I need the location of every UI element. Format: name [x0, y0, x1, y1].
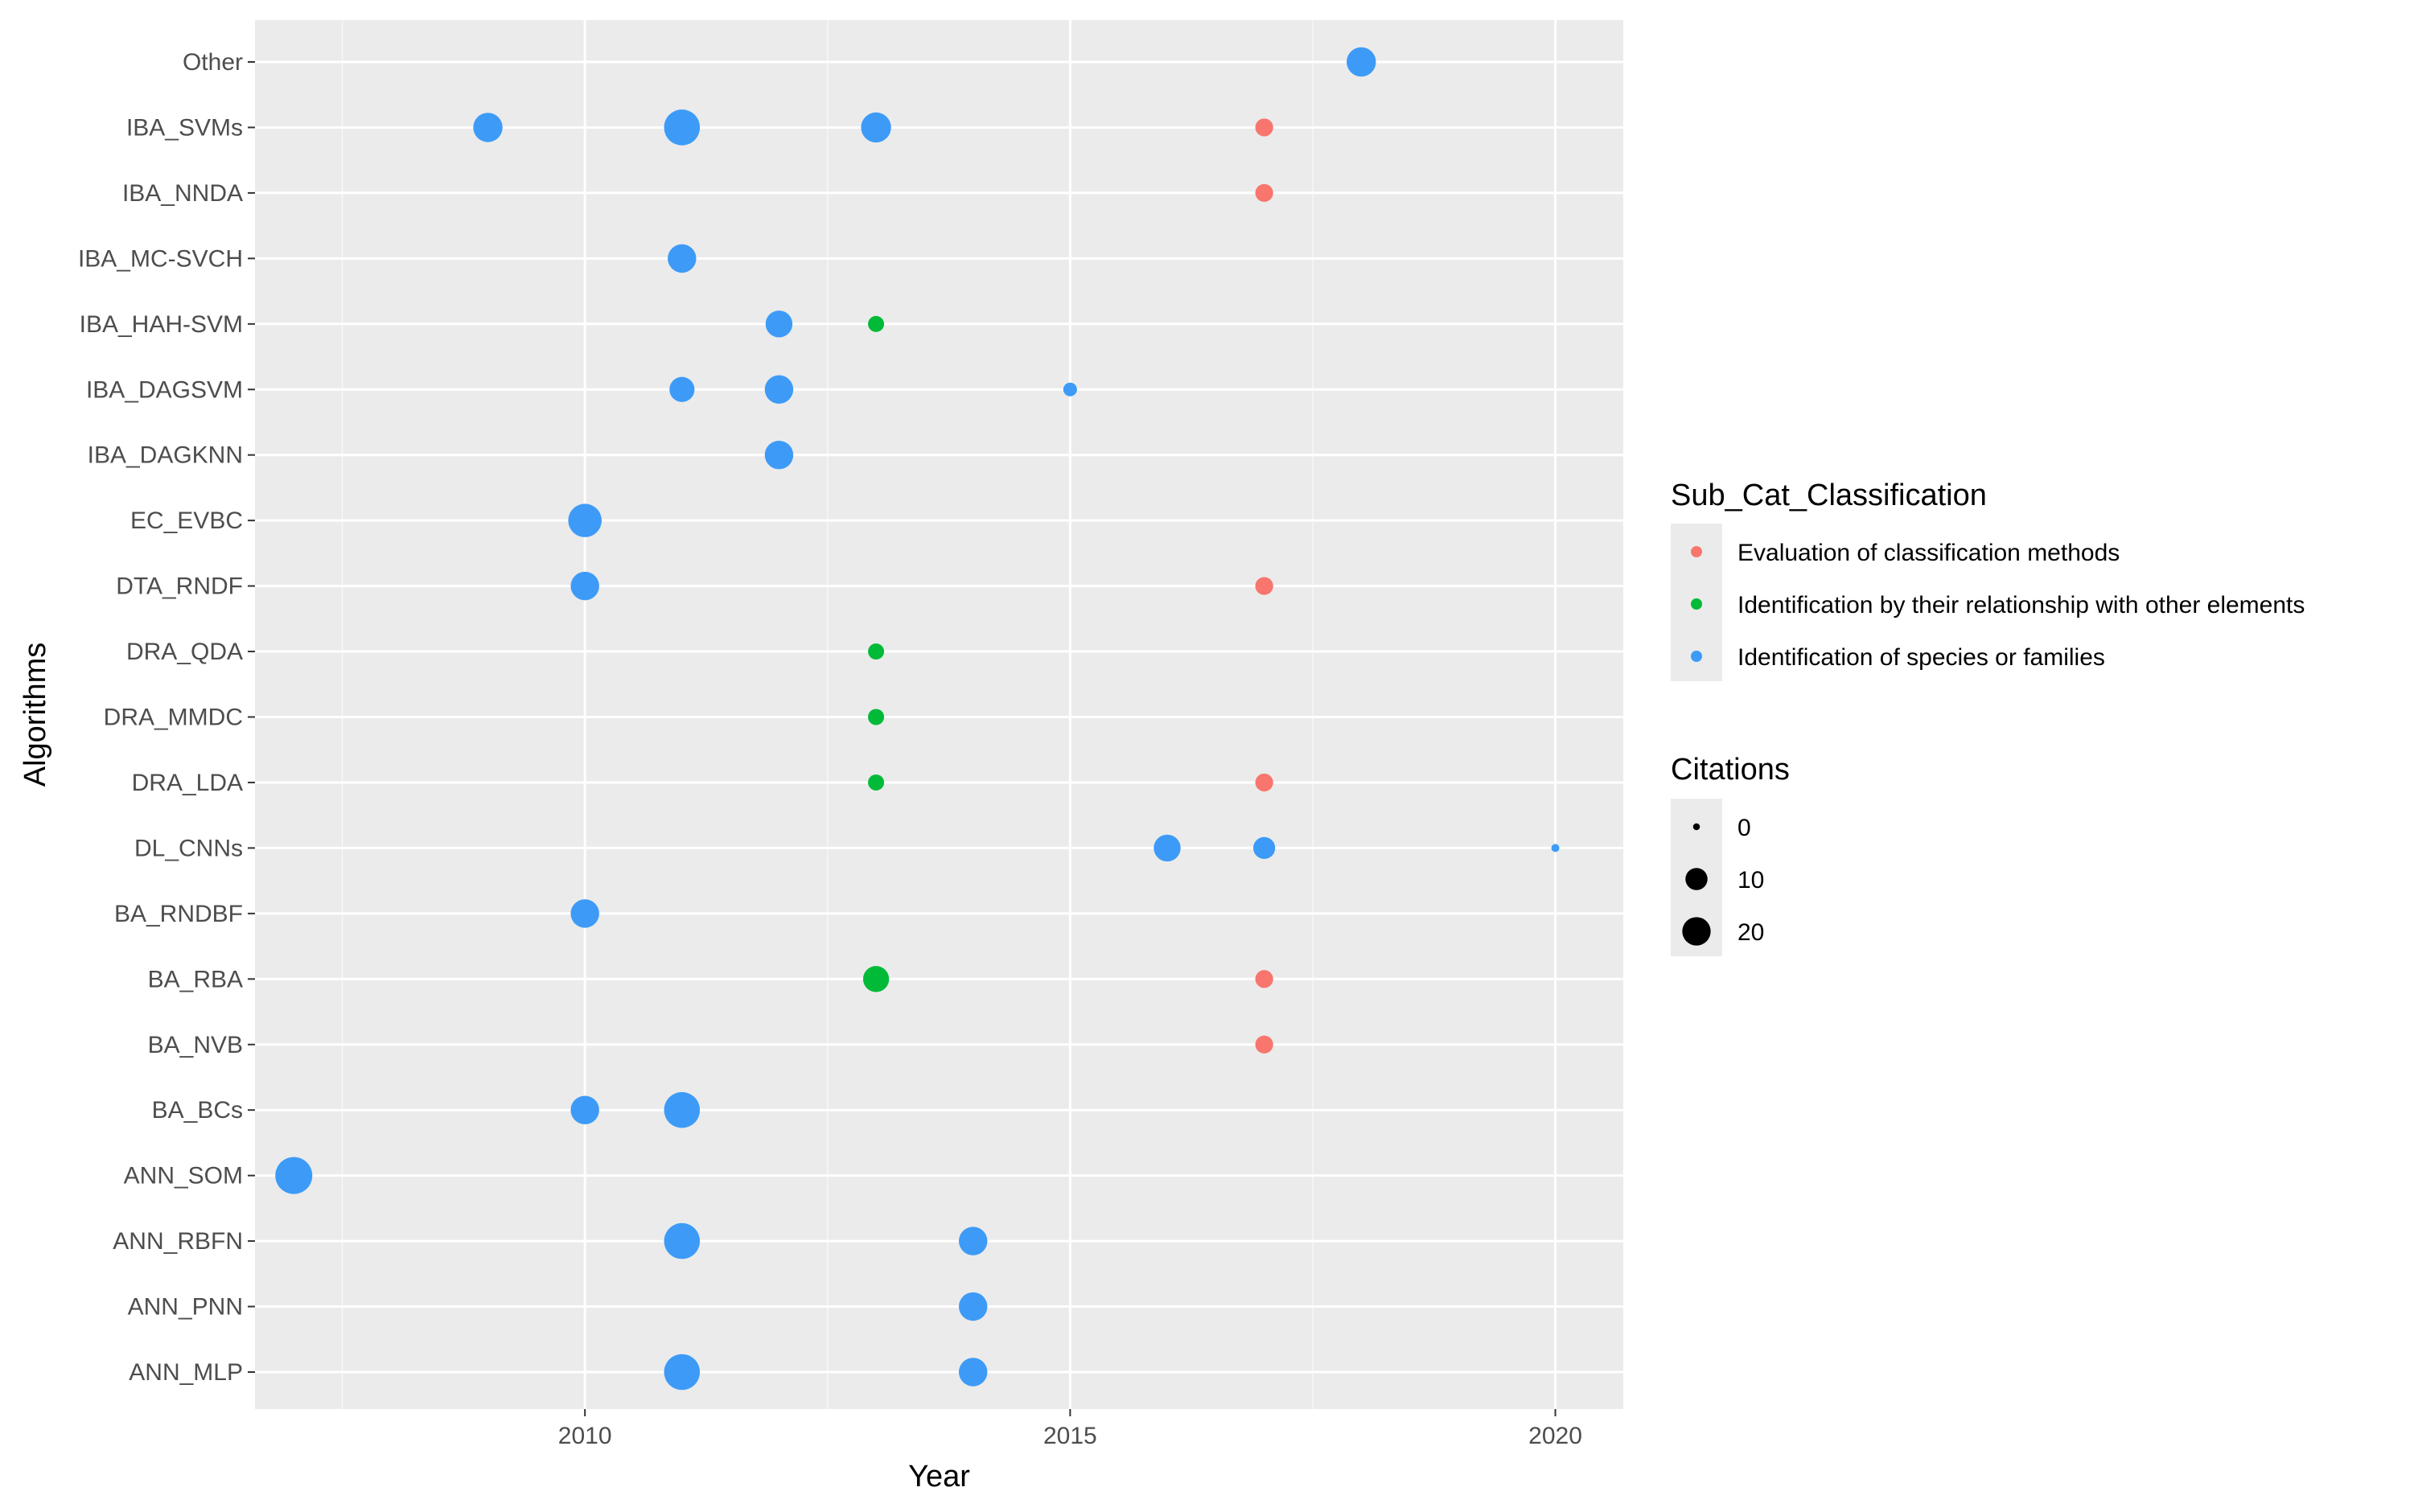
data-point [764, 375, 794, 404]
y-tick-label: IBA_HAH-SVM [80, 311, 243, 338]
size-legend-label: 10 [1738, 867, 1764, 894]
color-legend-key [1691, 651, 1702, 662]
y-tick-label: IBA_SVMs [126, 114, 243, 141]
y-tick-label: BA_NVB [148, 1032, 243, 1058]
data-point [765, 310, 793, 338]
data-point [861, 112, 891, 143]
y-tick-label: DRA_LDA [132, 770, 243, 796]
size-legend-title: Citations [1671, 753, 1790, 787]
data-point [664, 109, 701, 146]
size-legend-key [1682, 917, 1711, 946]
data-point [664, 1222, 701, 1259]
y-tick-label: ANN_SOM [124, 1163, 243, 1189]
size-legend-key [1685, 868, 1708, 890]
data-point [570, 899, 599, 928]
y-tick-label: BA_BCs [152, 1097, 243, 1124]
data-point [570, 1095, 599, 1124]
data-point [568, 503, 602, 537]
y-tick-label: BA_RBA [148, 966, 243, 992]
y-axis: ANN_MLP ANN_PNN ANN_RBFN ANN_SOM BA_BCs BA_NV… [78, 49, 255, 1386]
size-legend-key [1692, 823, 1700, 831]
color-legend-title: Sub_Cat_Classification [1671, 479, 1987, 512]
data-point [868, 315, 885, 332]
color-legend-key [1691, 546, 1702, 557]
data-point [1255, 183, 1273, 203]
y-tick-label: DRA_QDA [126, 639, 243, 665]
y-tick-label: DTA_RNDF [116, 573, 243, 600]
data-point [764, 440, 794, 470]
data-point [868, 643, 885, 660]
size-legend-label: 0 [1738, 815, 1751, 841]
color-legend-label: Evaluation of classification methods [1738, 540, 2120, 566]
data-point [668, 244, 697, 273]
data-point [1255, 1035, 1273, 1054]
y-tick-label: DRA_MMDC [104, 705, 243, 731]
y-tick-label: IBA_MC-SVCH [78, 245, 243, 272]
data-point [473, 113, 503, 142]
data-point [275, 1157, 313, 1194]
x-axis: 2010 2015 2020 [558, 1409, 1582, 1449]
data-point [1063, 382, 1077, 396]
data-point [570, 571, 599, 601]
data-point [1154, 834, 1181, 862]
color-legend-label: Identification by their relationship wit… [1738, 592, 2305, 618]
data-point [868, 774, 885, 791]
data-point [862, 966, 890, 992]
data-point [1255, 118, 1273, 137]
data-point [1347, 47, 1376, 77]
data-points [275, 47, 1560, 1391]
data-point [958, 1358, 988, 1387]
major-gridlines [255, 20, 1623, 1409]
y-tick-label: EC_EVBC [130, 507, 243, 534]
y-axis-title: Algorithms [19, 643, 52, 787]
data-point [1255, 970, 1273, 988]
x-tick-label: 2010 [558, 1423, 612, 1449]
x-tick-label: 2020 [1528, 1423, 1582, 1449]
y-tick-label: DL_CNNs [134, 835, 243, 861]
y-tick-label: Other [183, 49, 243, 76]
data-point [1252, 836, 1276, 860]
data-point [958, 1292, 988, 1321]
size-legend-label: 20 [1738, 919, 1764, 946]
data-point [1255, 773, 1273, 792]
size-legend: Citations 0 10 20 [1671, 753, 1790, 956]
y-tick-label: IBA_NNDA [122, 180, 243, 207]
plot-panel [255, 20, 1623, 1409]
color-legend-key [1691, 598, 1702, 610]
data-point [958, 1226, 988, 1255]
y-tick-label: IBA_DAGKNN [88, 442, 243, 469]
minor-gridlines [341, 20, 1314, 1409]
y-tick-label: IBA_DAGSVM [86, 376, 243, 403]
y-tick-label: ANN_RBFN [113, 1228, 243, 1255]
y-tick-label: ANN_MLP [129, 1359, 243, 1386]
data-point [1551, 844, 1560, 853]
data-point [669, 376, 695, 402]
y-tick-label: ANN_PNN [128, 1294, 243, 1321]
data-point [1255, 577, 1273, 595]
data-point [664, 1354, 701, 1391]
x-axis-title: Year [908, 1460, 970, 1494]
x-tick-label: 2015 [1043, 1423, 1097, 1449]
color-legend-label: Identification of species or families [1738, 644, 2105, 671]
data-point [868, 709, 885, 725]
data-point [664, 1091, 701, 1128]
color-legend: Sub_Cat_Classification Evaluation of cla… [1671, 479, 2305, 681]
y-tick-label: BA_RNDBF [114, 901, 243, 927]
